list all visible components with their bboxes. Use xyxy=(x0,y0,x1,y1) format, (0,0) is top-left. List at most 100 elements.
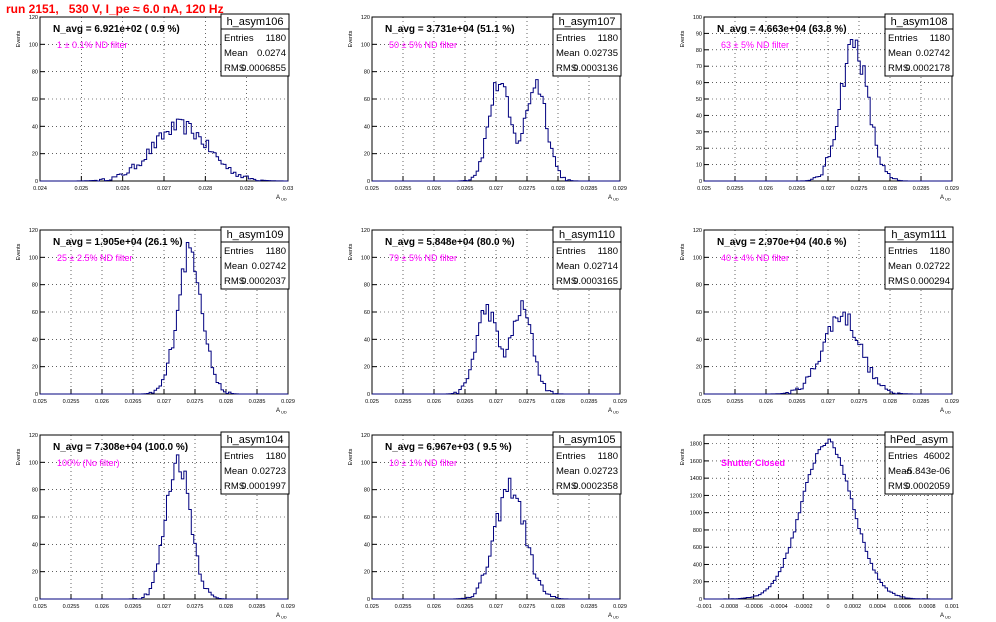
y-tick-label: 0 xyxy=(699,392,702,398)
histogram-panel: 0.025 0.0255 0.026 0.0265 0.027 0.0275 0.028 0.… xyxy=(348,13,627,202)
y-tick-label: 0 xyxy=(367,597,370,603)
histogram-name: h_asym106 xyxy=(227,16,284,28)
stats-label: Mean xyxy=(888,466,912,477)
stats-label: Entries xyxy=(556,33,586,44)
x-tick-label: 0.025 xyxy=(365,186,379,192)
y-tick-label: 20 xyxy=(696,146,702,152)
x-tick-label: 0.025 xyxy=(697,186,711,192)
stats-value: 0.0002059 xyxy=(905,481,950,492)
x-axis-label: AUD xyxy=(276,408,287,415)
y-tick-label: 400 xyxy=(693,562,702,568)
x-tick-label: 0.0008 xyxy=(919,604,936,610)
stats-value: 46002 xyxy=(924,451,950,462)
x-tick-label: 0.026 xyxy=(427,399,441,405)
stats-value: 0.0001997 xyxy=(241,481,286,492)
stats-label: RMS xyxy=(556,63,577,74)
x-axis-label: AUD xyxy=(608,613,619,620)
y-axis-label: Events xyxy=(680,448,686,465)
x-tick-label: 0.0265 xyxy=(125,399,142,405)
x-tick-label: 0.0285 xyxy=(249,604,266,610)
navg-label: N_avg = 3.731e+04 (51.1 %) xyxy=(385,24,515,35)
x-tick-label: -0.0008 xyxy=(719,604,738,610)
y-tick-label: 40 xyxy=(364,124,370,130)
y-tick-label: 1600 xyxy=(690,459,702,465)
x-tick-label: 0.026 xyxy=(95,604,109,610)
y-tick-label: 1000 xyxy=(690,511,702,517)
y-tick-label: 40 xyxy=(696,337,702,343)
y-tick-label: 40 xyxy=(32,337,38,343)
y-tick-label: 90 xyxy=(696,31,702,37)
histogram-panel: 0.025 0.0255 0.026 0.0265 0.027 0.0275 0.028 0.… xyxy=(348,226,627,415)
x-tick-label: -0.0004 xyxy=(769,604,788,610)
x-tick-label: 0.0275 xyxy=(851,399,868,405)
stats-label: Entries xyxy=(224,246,254,257)
stats-value: 0.0003165 xyxy=(573,276,618,287)
x-tick-label: 0.027 xyxy=(489,399,503,405)
stats-box xyxy=(552,226,622,290)
stats-box xyxy=(220,13,290,77)
y-tick-label: 20 xyxy=(32,365,38,371)
stats-label: RMS xyxy=(556,481,577,492)
y-tick-label: 800 xyxy=(693,528,702,534)
stats-value: 0.02714 xyxy=(584,261,618,272)
stats-label: RMS xyxy=(888,63,909,74)
x-tick-label: 0.0285 xyxy=(581,604,598,610)
stats-label: Entries xyxy=(556,451,586,462)
stats-value: 1180 xyxy=(266,33,286,44)
stats-label: RMS xyxy=(224,481,245,492)
histogram-line xyxy=(704,39,952,182)
stats-value: 1180 xyxy=(598,33,618,44)
histogram-line xyxy=(372,477,620,600)
y-tick-label: 100 xyxy=(361,460,370,466)
y-tick-label: 120 xyxy=(29,15,38,21)
stats-label: Entries xyxy=(888,33,918,44)
y-tick-label: 120 xyxy=(29,433,38,439)
histogram-name: h_asym108 xyxy=(891,16,948,28)
x-tick-label: 0.027 xyxy=(489,604,503,610)
x-tick-label: 0.024 xyxy=(33,186,47,192)
stats-value: 0.0003136 xyxy=(573,63,618,74)
histogram-name: h_asym104 xyxy=(227,434,284,446)
run-title: run 2151, 530 V, I_pe ≈ 6.0 nA, 120 Hz xyxy=(6,2,224,16)
navg-label: N_avg = 6.921e+02 ( 0.9 %) xyxy=(53,24,180,35)
stats-value: 1180 xyxy=(598,246,618,257)
x-tick-label: 0.0265 xyxy=(457,604,474,610)
stats-value: 0.0002178 xyxy=(905,63,950,74)
stats-label: Mean xyxy=(556,261,580,272)
x-tick-label: 0.0275 xyxy=(519,604,536,610)
stats-label: Entries xyxy=(556,246,586,257)
stats-value: 0.02742 xyxy=(252,261,286,272)
y-tick-label: 80 xyxy=(32,283,38,289)
x-tick-label: 0.028 xyxy=(551,186,565,192)
y-tick-label: 120 xyxy=(361,15,370,21)
x-tick-label: 0.0285 xyxy=(249,399,266,405)
x-tick-label: 0.026 xyxy=(759,399,773,405)
x-tick-label: 0.026 xyxy=(116,186,130,192)
y-tick-label: 60 xyxy=(696,81,702,87)
x-tick-label: 0.0255 xyxy=(63,399,80,405)
x-tick-label: 0.0275 xyxy=(187,399,204,405)
x-tick-label: 0.029 xyxy=(281,604,295,610)
histogram-panel: 0.025 0.0255 0.026 0.0265 0.027 0.0275 0.028 0.… xyxy=(680,226,959,415)
x-tick-label: 0.025 xyxy=(365,604,379,610)
stats-value: 0.0006855 xyxy=(241,63,286,74)
stats-value: 0.02722 xyxy=(916,261,950,272)
y-tick-label: 40 xyxy=(364,337,370,343)
x-axis-label: AUD xyxy=(940,195,951,202)
stats-label: Mean xyxy=(224,261,248,272)
y-tick-label: 60 xyxy=(32,97,38,103)
y-tick-label: 20 xyxy=(364,152,370,158)
x-tick-label: 0.0255 xyxy=(727,186,744,192)
y-tick-label: 40 xyxy=(696,113,702,119)
x-tick-label: -0.0006 xyxy=(744,604,763,610)
x-tick-label: 0.0275 xyxy=(187,604,204,610)
stats-value: 1180 xyxy=(598,451,618,462)
y-tick-label: 10 xyxy=(696,163,702,169)
x-tick-label: 0.028 xyxy=(551,604,565,610)
x-tick-label: 0.0265 xyxy=(457,399,474,405)
stats-box xyxy=(884,13,954,77)
x-tick-label: 0.025 xyxy=(33,604,47,610)
y-tick-label: 20 xyxy=(32,570,38,576)
y-axis-label: Events xyxy=(16,30,22,47)
